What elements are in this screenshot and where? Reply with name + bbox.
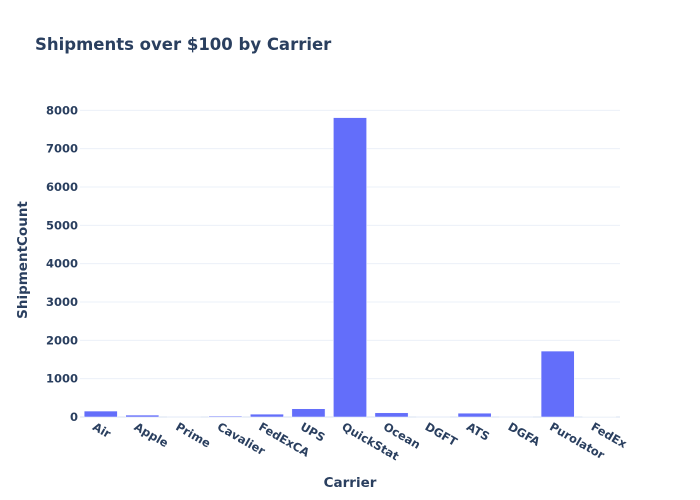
y-tick-label-1000: 1000 [46, 372, 78, 386]
bar-purolator[interactable] [540, 350, 575, 418]
x-axis-title: Carrier [324, 475, 377, 491]
x-tick-label-dgft: DGFT [423, 419, 460, 449]
x-tick-label-air: Air [90, 419, 113, 441]
x-tick-label-dgfa: DGFA [506, 419, 543, 448]
y-tick-label-4000: 4000 [46, 257, 78, 271]
bar-ups[interactable] [291, 408, 326, 418]
bar-ats[interactable] [457, 412, 492, 418]
y-axis-ticks: 0 1000 2000 3000 4000 5000 6000 7000 8000 [46, 103, 78, 424]
bars [83, 117, 617, 418]
y-tick-label-8000: 8000 [46, 103, 78, 117]
bar-cavalier[interactable] [208, 415, 243, 418]
y-tick-label-0: 0 [70, 410, 78, 424]
bar-air[interactable] [83, 410, 118, 418]
bar-apple[interactable] [125, 414, 160, 418]
y-tick-label-3000: 3000 [46, 295, 78, 309]
bar-ocean[interactable] [374, 412, 409, 418]
y-tick-label-2000: 2000 [46, 333, 78, 347]
bar-quickstat[interactable] [333, 117, 367, 418]
y-tick-label-5000: 5000 [46, 218, 78, 232]
x-tick-label-prime: Prime [173, 419, 213, 450]
bar-fedexca[interactable] [250, 413, 284, 418]
y-tick-label-7000: 7000 [46, 142, 78, 156]
y-tick-label-6000: 6000 [46, 180, 78, 194]
x-tick-label-ats: ATS [464, 419, 492, 443]
chart-title: Shipments over $100 by Carrier [35, 35, 332, 54]
x-tick-label-apple: Apple [132, 419, 171, 450]
y-axis-title: ShipmentCount [15, 201, 31, 319]
